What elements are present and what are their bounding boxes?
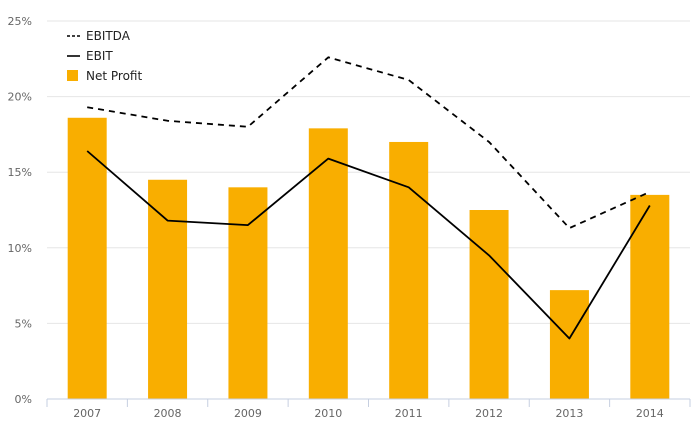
- net-profit-bar: [549, 290, 589, 399]
- net-profit-bar: [67, 117, 107, 399]
- y-tick-label: 25%: [8, 15, 32, 28]
- x-tick-label: 2008: [154, 407, 182, 420]
- y-tick-label: 20%: [8, 91, 32, 104]
- x-tick-label: 2014: [636, 407, 664, 420]
- x-tick-label: 2011: [395, 407, 423, 420]
- net-profit-bar: [630, 194, 670, 399]
- line-series: [86, 56, 651, 340]
- net-profit-bar: [308, 128, 348, 400]
- x-axis: 2007 2008 2009 2010 2011 2012 2013 2014: [46, 398, 691, 420]
- net-profit-bar: [148, 179, 188, 399]
- y-tick-label: 10%: [8, 242, 32, 255]
- net-profit-bar: [228, 187, 268, 399]
- y-tick-label: 5%: [15, 317, 32, 330]
- y-tick-label: 15%: [8, 166, 32, 179]
- legend-net-profit-swatch: [67, 70, 78, 81]
- ebitda-line: [87, 56, 651, 230]
- legend: EBITDA EBIT Net Profit: [67, 29, 142, 83]
- legend-net-profit-label: Net Profit: [86, 69, 142, 83]
- net-profit-bar: [469, 210, 509, 399]
- x-tick-label: 2013: [555, 407, 583, 420]
- y-tick-label: 0%: [15, 393, 32, 406]
- net-profit-bar: [389, 141, 429, 399]
- x-tick-label: 2009: [234, 407, 262, 420]
- legend-ebit-label: EBIT: [86, 49, 113, 63]
- y-axis: 0% 5% 10% 15% 20% 25%: [8, 15, 32, 406]
- legend-ebitda-label: EBITDA: [86, 29, 131, 43]
- x-tick-label: 2010: [314, 407, 342, 420]
- ebit-line: [86, 150, 651, 340]
- net-profit-bars: [67, 117, 670, 400]
- x-tick-label: 2007: [73, 407, 101, 420]
- x-tick-label: 2012: [475, 407, 503, 420]
